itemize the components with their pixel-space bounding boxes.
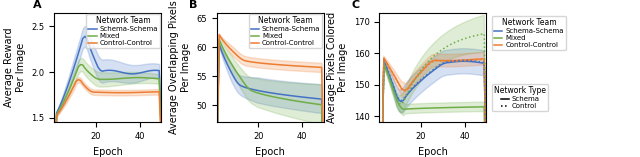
Text: A: A <box>33 0 42 10</box>
Legend: Schema-Schema, Mixed, Control-Control: Schema-Schema, Mixed, Control-Control <box>86 14 160 48</box>
Y-axis label: Average Overlapping Pixels
Per Image: Average Overlapping Pixels Per Image <box>170 1 191 134</box>
X-axis label: Epoch: Epoch <box>93 147 123 157</box>
Text: C: C <box>351 0 360 10</box>
Y-axis label: Average Reward
Per Image: Average Reward Per Image <box>4 28 26 107</box>
X-axis label: Epoch: Epoch <box>418 147 448 157</box>
X-axis label: Epoch: Epoch <box>255 147 285 157</box>
Y-axis label: Average Pixels Colored
Per Image: Average Pixels Colored Per Image <box>326 12 348 123</box>
Text: B: B <box>189 0 198 10</box>
Legend: Schema-Schema, Mixed, Control-Control: Schema-Schema, Mixed, Control-Control <box>249 14 323 48</box>
Legend: Schema, Control: Schema, Control <box>492 84 548 111</box>
